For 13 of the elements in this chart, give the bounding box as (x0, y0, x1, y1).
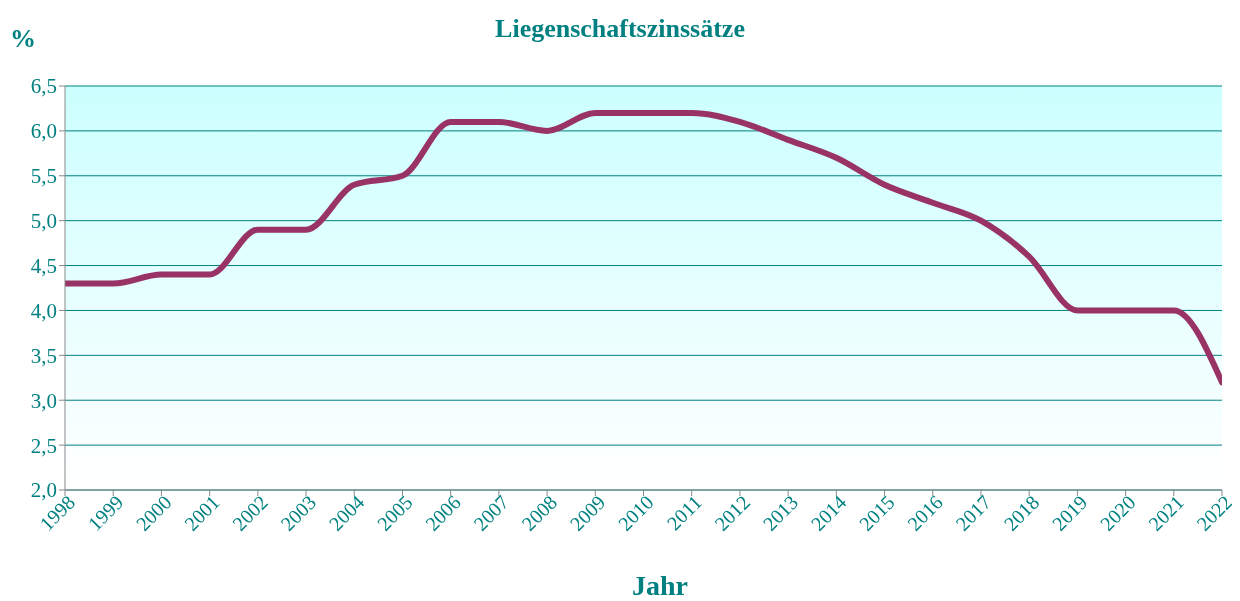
chart-title: Liegenschaftszinssätze (495, 14, 745, 43)
x-axis-title: Jahr (631, 570, 689, 601)
x-tick-label: 2011 (662, 490, 706, 535)
y-tick-label: 4,5 (30, 254, 57, 279)
y-tick-label: 3,0 (30, 388, 57, 413)
y-tick-label: 3,5 (30, 343, 57, 368)
y-axis-title: % (10, 24, 36, 54)
y-tick-label: 6,5 (30, 74, 57, 99)
y-tick-label: 5,0 (30, 209, 57, 234)
y-tick-label: 4,0 (30, 298, 57, 323)
y-tick-label: 6,0 (30, 119, 57, 144)
y-tick-label: 2,5 (30, 433, 57, 458)
y-tick-label: 5,5 (30, 164, 57, 189)
